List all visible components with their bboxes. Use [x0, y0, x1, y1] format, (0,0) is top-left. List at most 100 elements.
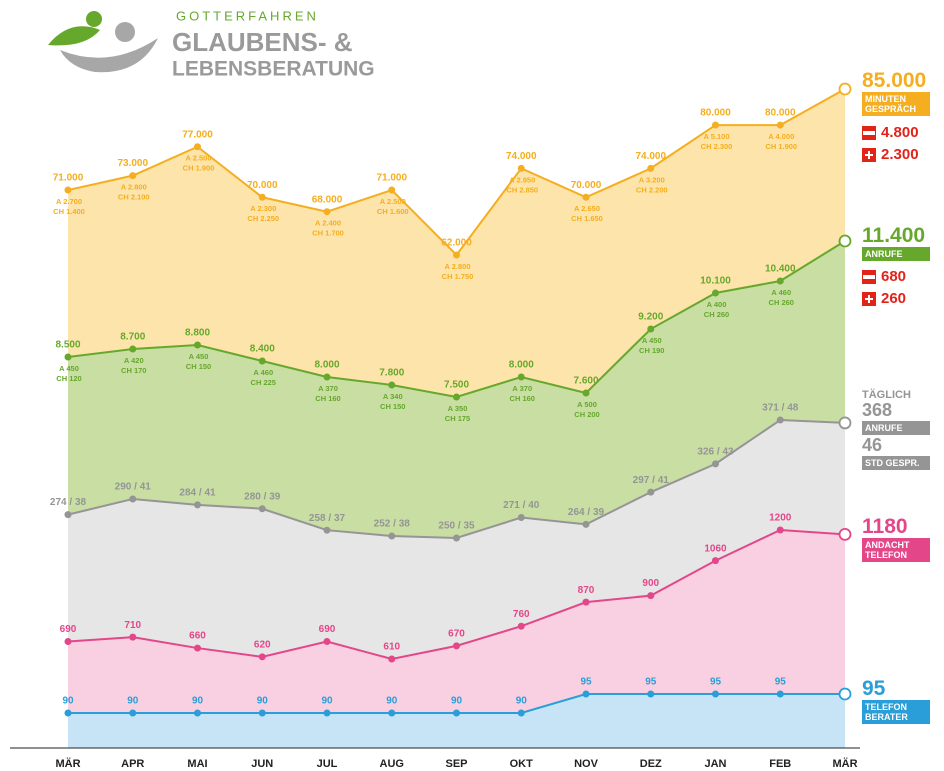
value-label: 252 / 38: [374, 519, 411, 530]
flag-icon: [862, 292, 876, 306]
a-label: A 2.800: [445, 262, 471, 271]
data-point: [323, 526, 331, 534]
data-point: [712, 690, 719, 698]
value-label: 90: [321, 696, 333, 707]
x-tick-label: JUL: [317, 758, 338, 770]
ch-label: CH 2.200: [636, 185, 668, 194]
value-label: 80.000: [700, 108, 731, 119]
ch-label: CH 1.650: [571, 214, 603, 223]
x-tick-label: JUN: [251, 758, 273, 770]
data-point: [517, 514, 525, 522]
value-label: 326 / 43: [697, 447, 734, 458]
value-label: 62.000: [441, 238, 472, 249]
data-point: [64, 511, 72, 519]
ch-label: CH 175: [445, 414, 470, 423]
flag-icon: [862, 148, 876, 162]
flag-number: 680: [881, 268, 907, 285]
data-point: [129, 495, 137, 503]
value-label: 71.000: [376, 173, 407, 184]
ch-label: CH 190: [639, 346, 664, 355]
value-label: 250 / 35: [438, 521, 475, 532]
a-label: A 500: [577, 400, 597, 409]
value-label: 690: [60, 624, 77, 635]
a-label: A 3.200: [639, 175, 665, 184]
a-label: A 2.300: [250, 204, 276, 213]
series-badge: ANRUFE: [862, 421, 930, 435]
value-label: 71.000: [53, 173, 84, 184]
data-point: [712, 460, 719, 468]
x-tick-label: MÄR: [55, 757, 80, 770]
data-point: [258, 505, 266, 513]
value-label: 7.500: [444, 380, 469, 391]
value-label: 284 / 41: [179, 487, 216, 498]
data-point: [776, 277, 784, 285]
flag-value: 2.300: [862, 146, 919, 164]
value-label: 8.500: [55, 340, 80, 351]
data-point: [258, 653, 266, 661]
x-tick-label: FEB: [769, 758, 791, 770]
side-value: 11.400: [862, 224, 926, 247]
a-label: A 420: [124, 356, 144, 365]
a-label: A 460: [253, 368, 273, 377]
data-point: [776, 121, 784, 129]
value-label: 10.100: [700, 276, 731, 287]
x-tick-label: MÄR: [832, 757, 857, 770]
a-label: A 370: [512, 384, 532, 393]
value-label: 8.700: [120, 332, 145, 343]
data-point: [194, 143, 201, 151]
x-tick-label: JAN: [704, 758, 726, 770]
x-tick-label: DEZ: [640, 758, 662, 770]
value-label: 8.000: [314, 360, 339, 371]
data-point: [258, 357, 266, 365]
a-label: A 340: [383, 392, 403, 401]
ch-label: CH 2.300: [701, 142, 733, 151]
ch-label: CH 1.400: [53, 207, 85, 216]
value-label: 264 / 39: [568, 507, 605, 518]
logo-line1: GLAUBENS- &: [172, 27, 353, 57]
a-label: A 2.700: [56, 197, 82, 206]
data-point: [388, 532, 396, 540]
a-label: A 450: [642, 336, 662, 345]
value-label: 95: [645, 677, 657, 688]
data-point: [838, 416, 852, 430]
value-label: 274 / 38: [50, 497, 87, 508]
ch-label: CH 160: [315, 394, 340, 403]
value-label: 95: [580, 677, 592, 688]
ch-label: CH 1.600: [377, 207, 409, 216]
ch-label: CH 260: [704, 310, 729, 319]
data-point: [64, 186, 72, 194]
data-point: [838, 82, 852, 96]
data-point: [129, 709, 137, 717]
value-label: 74.000: [506, 151, 537, 162]
data-point: [517, 709, 525, 717]
value-label: 95: [710, 677, 722, 688]
value-label: 80.000: [765, 108, 796, 119]
side-value: 1180: [862, 515, 908, 538]
ch-label: CH 160: [510, 394, 535, 403]
data-point: [129, 172, 137, 180]
data-point: [517, 622, 525, 630]
value-label: 7.600: [573, 376, 598, 387]
value-label: 271 / 40: [503, 500, 540, 511]
ch-label: CH 200: [574, 410, 599, 419]
side-value: 95: [862, 677, 886, 700]
ch-label: CH 1.750: [442, 272, 474, 281]
ch-label: CH 2.250: [247, 214, 279, 223]
value-label: 74.000: [635, 151, 666, 162]
data-point: [647, 325, 655, 333]
series-badge: ANDACHT TELEFON: [862, 538, 930, 562]
data-point: [582, 520, 590, 528]
ch-label: CH 2.100: [118, 193, 150, 202]
a-label: A 350: [448, 404, 468, 413]
area-fill: [68, 694, 845, 748]
data-point: [517, 373, 525, 381]
value-label: 660: [189, 631, 206, 642]
series-badge: STD GESPR.: [862, 456, 930, 470]
data-point: [453, 709, 460, 717]
x-tick-label: AUG: [380, 758, 404, 770]
data-point: [194, 341, 201, 349]
data-point: [453, 251, 460, 259]
data-point: [582, 193, 590, 201]
